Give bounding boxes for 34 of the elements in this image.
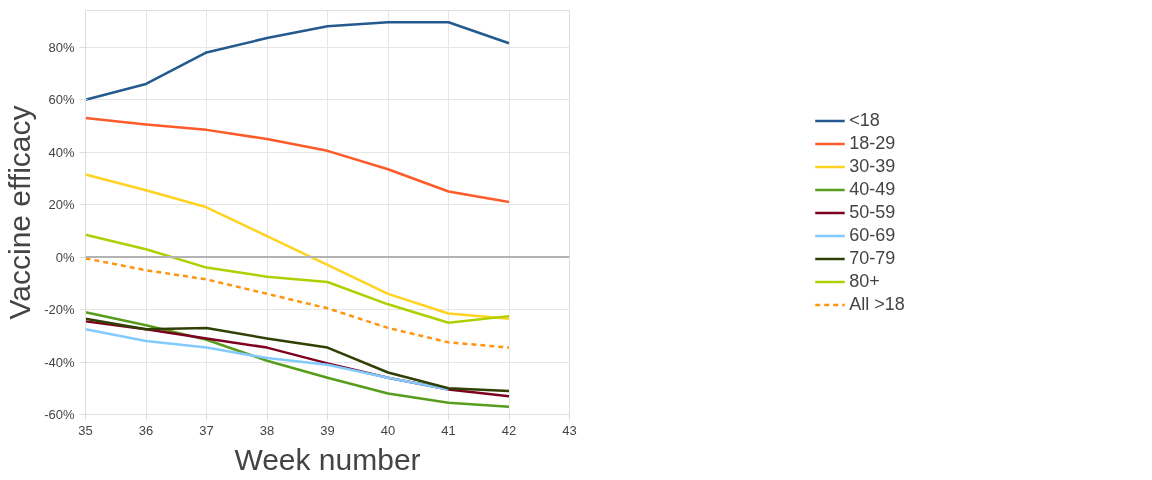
legend-label: 80+ bbox=[849, 270, 880, 292]
legend-label: 70-79 bbox=[849, 247, 896, 269]
legend-label: <18 bbox=[849, 109, 880, 131]
y-tick-label: -20% bbox=[44, 302, 75, 318]
legend-label: 30-39 bbox=[849, 155, 896, 177]
x-tick-label: 42 bbox=[501, 422, 517, 438]
x-tick-label: 39 bbox=[320, 422, 335, 438]
x-tick-label: 41 bbox=[441, 422, 456, 438]
y-tick-label: -60% bbox=[44, 407, 75, 422]
line-series bbox=[85, 21, 511, 101]
x-tick-label: 40 bbox=[380, 422, 396, 438]
line-series bbox=[85, 257, 511, 349]
line-series bbox=[85, 116, 511, 204]
x-tick-label: 43 bbox=[562, 422, 577, 438]
line-series bbox=[85, 233, 511, 324]
legend-label: 50-59 bbox=[849, 201, 896, 223]
legend-label: All >18 bbox=[849, 293, 905, 315]
legend-label: 60-69 bbox=[849, 224, 896, 246]
line-series bbox=[85, 173, 511, 320]
legend-label: 40-49 bbox=[849, 178, 896, 200]
legend-label: 18-29 bbox=[849, 132, 896, 154]
x-axis-title: Week number bbox=[234, 442, 421, 476]
y-tick-label: 80% bbox=[48, 39, 75, 55]
y-tick-label: -40% bbox=[44, 354, 75, 370]
y-tick-label: 20% bbox=[48, 197, 75, 213]
y-axis-title: Vaccine efficacy bbox=[3, 105, 37, 320]
y-tick-label: 60% bbox=[48, 92, 75, 108]
y-tick-label: 0% bbox=[55, 249, 75, 265]
line-series bbox=[85, 327, 450, 391]
x-tick-label: 36 bbox=[138, 422, 154, 438]
y-tick-label: 40% bbox=[48, 144, 75, 160]
x-tick-label: 38 bbox=[259, 422, 275, 438]
x-tick-label: 35 bbox=[78, 422, 93, 438]
x-tick-label: 37 bbox=[199, 422, 214, 438]
